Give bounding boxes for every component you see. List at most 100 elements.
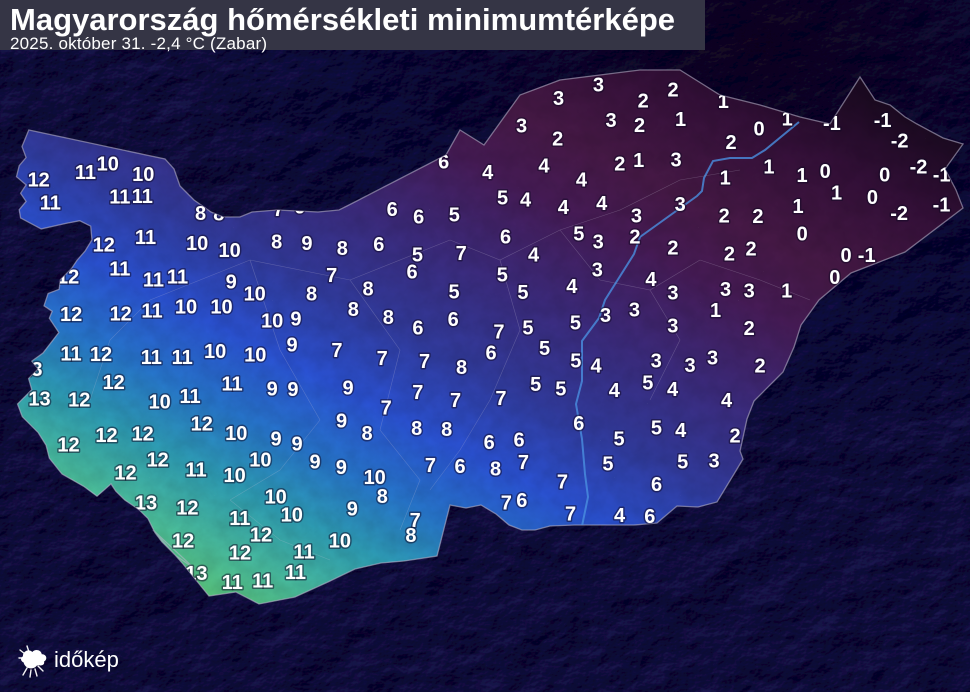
svg-text:8: 8: [362, 278, 373, 300]
svg-text:6: 6: [516, 490, 527, 512]
svg-text:4: 4: [576, 170, 588, 192]
svg-text:11: 11: [143, 270, 164, 292]
svg-text:10: 10: [132, 164, 154, 186]
svg-text:3: 3: [667, 282, 678, 304]
svg-text:11: 11: [185, 460, 206, 482]
svg-text:2: 2: [726, 132, 737, 154]
svg-text:1: 1: [831, 183, 842, 205]
svg-text:1: 1: [633, 150, 644, 172]
svg-text:0: 0: [867, 187, 878, 209]
svg-text:-1: -1: [874, 110, 892, 132]
svg-text:2: 2: [724, 243, 735, 265]
svg-text:13: 13: [28, 388, 50, 410]
svg-text:11: 11: [40, 192, 61, 214]
svg-text:6: 6: [513, 430, 524, 452]
svg-text:9: 9: [342, 377, 353, 399]
svg-text:-1: -1: [933, 194, 951, 216]
svg-text:11: 11: [60, 343, 81, 365]
svg-text:3: 3: [593, 74, 604, 96]
svg-text:0: 0: [820, 161, 831, 183]
svg-text:12: 12: [114, 462, 136, 484]
svg-text:6: 6: [387, 199, 398, 221]
svg-text:8: 8: [441, 419, 452, 441]
svg-text:6: 6: [373, 234, 384, 256]
svg-text:4: 4: [609, 380, 621, 402]
svg-text:9: 9: [310, 451, 321, 473]
svg-text:7: 7: [381, 397, 392, 419]
svg-text:12: 12: [57, 435, 79, 457]
svg-text:11: 11: [135, 227, 156, 249]
svg-text:3: 3: [553, 88, 564, 110]
svg-text:3: 3: [629, 299, 640, 321]
svg-text:3: 3: [708, 450, 719, 472]
svg-text:10: 10: [329, 531, 351, 553]
svg-text:2: 2: [755, 356, 766, 378]
svg-text:5: 5: [602, 454, 613, 476]
svg-text:4: 4: [538, 156, 550, 178]
svg-text:-1: -1: [858, 245, 876, 267]
svg-text:2: 2: [552, 129, 563, 151]
svg-text:2: 2: [634, 115, 645, 137]
svg-text:12: 12: [172, 530, 194, 552]
svg-text:2: 2: [729, 425, 740, 447]
svg-text:3: 3: [516, 116, 527, 138]
svg-text:11: 11: [141, 301, 162, 323]
svg-text:10: 10: [210, 296, 232, 318]
svg-text:3: 3: [605, 110, 616, 132]
svg-text:10: 10: [261, 310, 283, 332]
svg-text:5: 5: [614, 429, 625, 451]
svg-text:10: 10: [149, 392, 171, 414]
svg-text:1: 1: [781, 280, 792, 302]
svg-text:3: 3: [720, 279, 731, 301]
svg-text:1: 1: [792, 196, 803, 218]
svg-text:1: 1: [796, 165, 807, 187]
svg-text:3: 3: [631, 206, 642, 228]
svg-text:7: 7: [518, 452, 529, 474]
svg-text:7: 7: [501, 493, 512, 515]
svg-text:8: 8: [377, 486, 388, 508]
svg-text:5: 5: [449, 205, 460, 227]
svg-text:2: 2: [719, 206, 730, 228]
svg-text:6: 6: [412, 318, 423, 340]
svg-text:0: 0: [754, 119, 765, 141]
svg-text:2: 2: [667, 237, 678, 259]
svg-text:4: 4: [482, 162, 494, 184]
svg-text:10: 10: [281, 504, 303, 526]
svg-text:11: 11: [229, 508, 250, 530]
svg-text:2: 2: [745, 239, 756, 261]
svg-text:9: 9: [287, 379, 298, 401]
svg-text:8: 8: [271, 232, 282, 254]
svg-text:7: 7: [326, 265, 337, 287]
svg-text:8: 8: [411, 418, 422, 440]
svg-text:9: 9: [226, 271, 237, 293]
svg-text:11: 11: [141, 347, 162, 369]
svg-text:0: 0: [840, 245, 851, 267]
svg-text:10: 10: [223, 465, 245, 487]
svg-text:12: 12: [95, 425, 117, 447]
svg-text:4: 4: [520, 190, 532, 212]
svg-text:3: 3: [667, 315, 678, 337]
svg-text:10: 10: [186, 233, 208, 255]
svg-text:1: 1: [763, 157, 774, 179]
svg-text:-2: -2: [910, 156, 928, 178]
svg-text:11: 11: [75, 162, 96, 184]
svg-text:3: 3: [675, 194, 686, 216]
svg-text:12: 12: [68, 390, 90, 412]
svg-text:6: 6: [651, 474, 662, 496]
svg-text:5: 5: [555, 379, 566, 401]
svg-text:9: 9: [301, 233, 312, 255]
svg-text:11: 11: [167, 267, 188, 289]
svg-text:11: 11: [109, 259, 130, 281]
svg-text:12: 12: [103, 372, 125, 394]
svg-text:6: 6: [406, 261, 417, 283]
svg-text:9: 9: [287, 335, 298, 357]
svg-text:3: 3: [593, 232, 604, 254]
svg-text:8: 8: [362, 423, 373, 445]
svg-text:8: 8: [405, 525, 416, 547]
svg-text:4: 4: [528, 245, 540, 267]
svg-text:5: 5: [573, 224, 584, 246]
svg-text:11: 11: [252, 571, 273, 593]
svg-text:6: 6: [500, 227, 511, 249]
svg-text:10: 10: [249, 449, 271, 471]
svg-text:7: 7: [331, 340, 342, 362]
